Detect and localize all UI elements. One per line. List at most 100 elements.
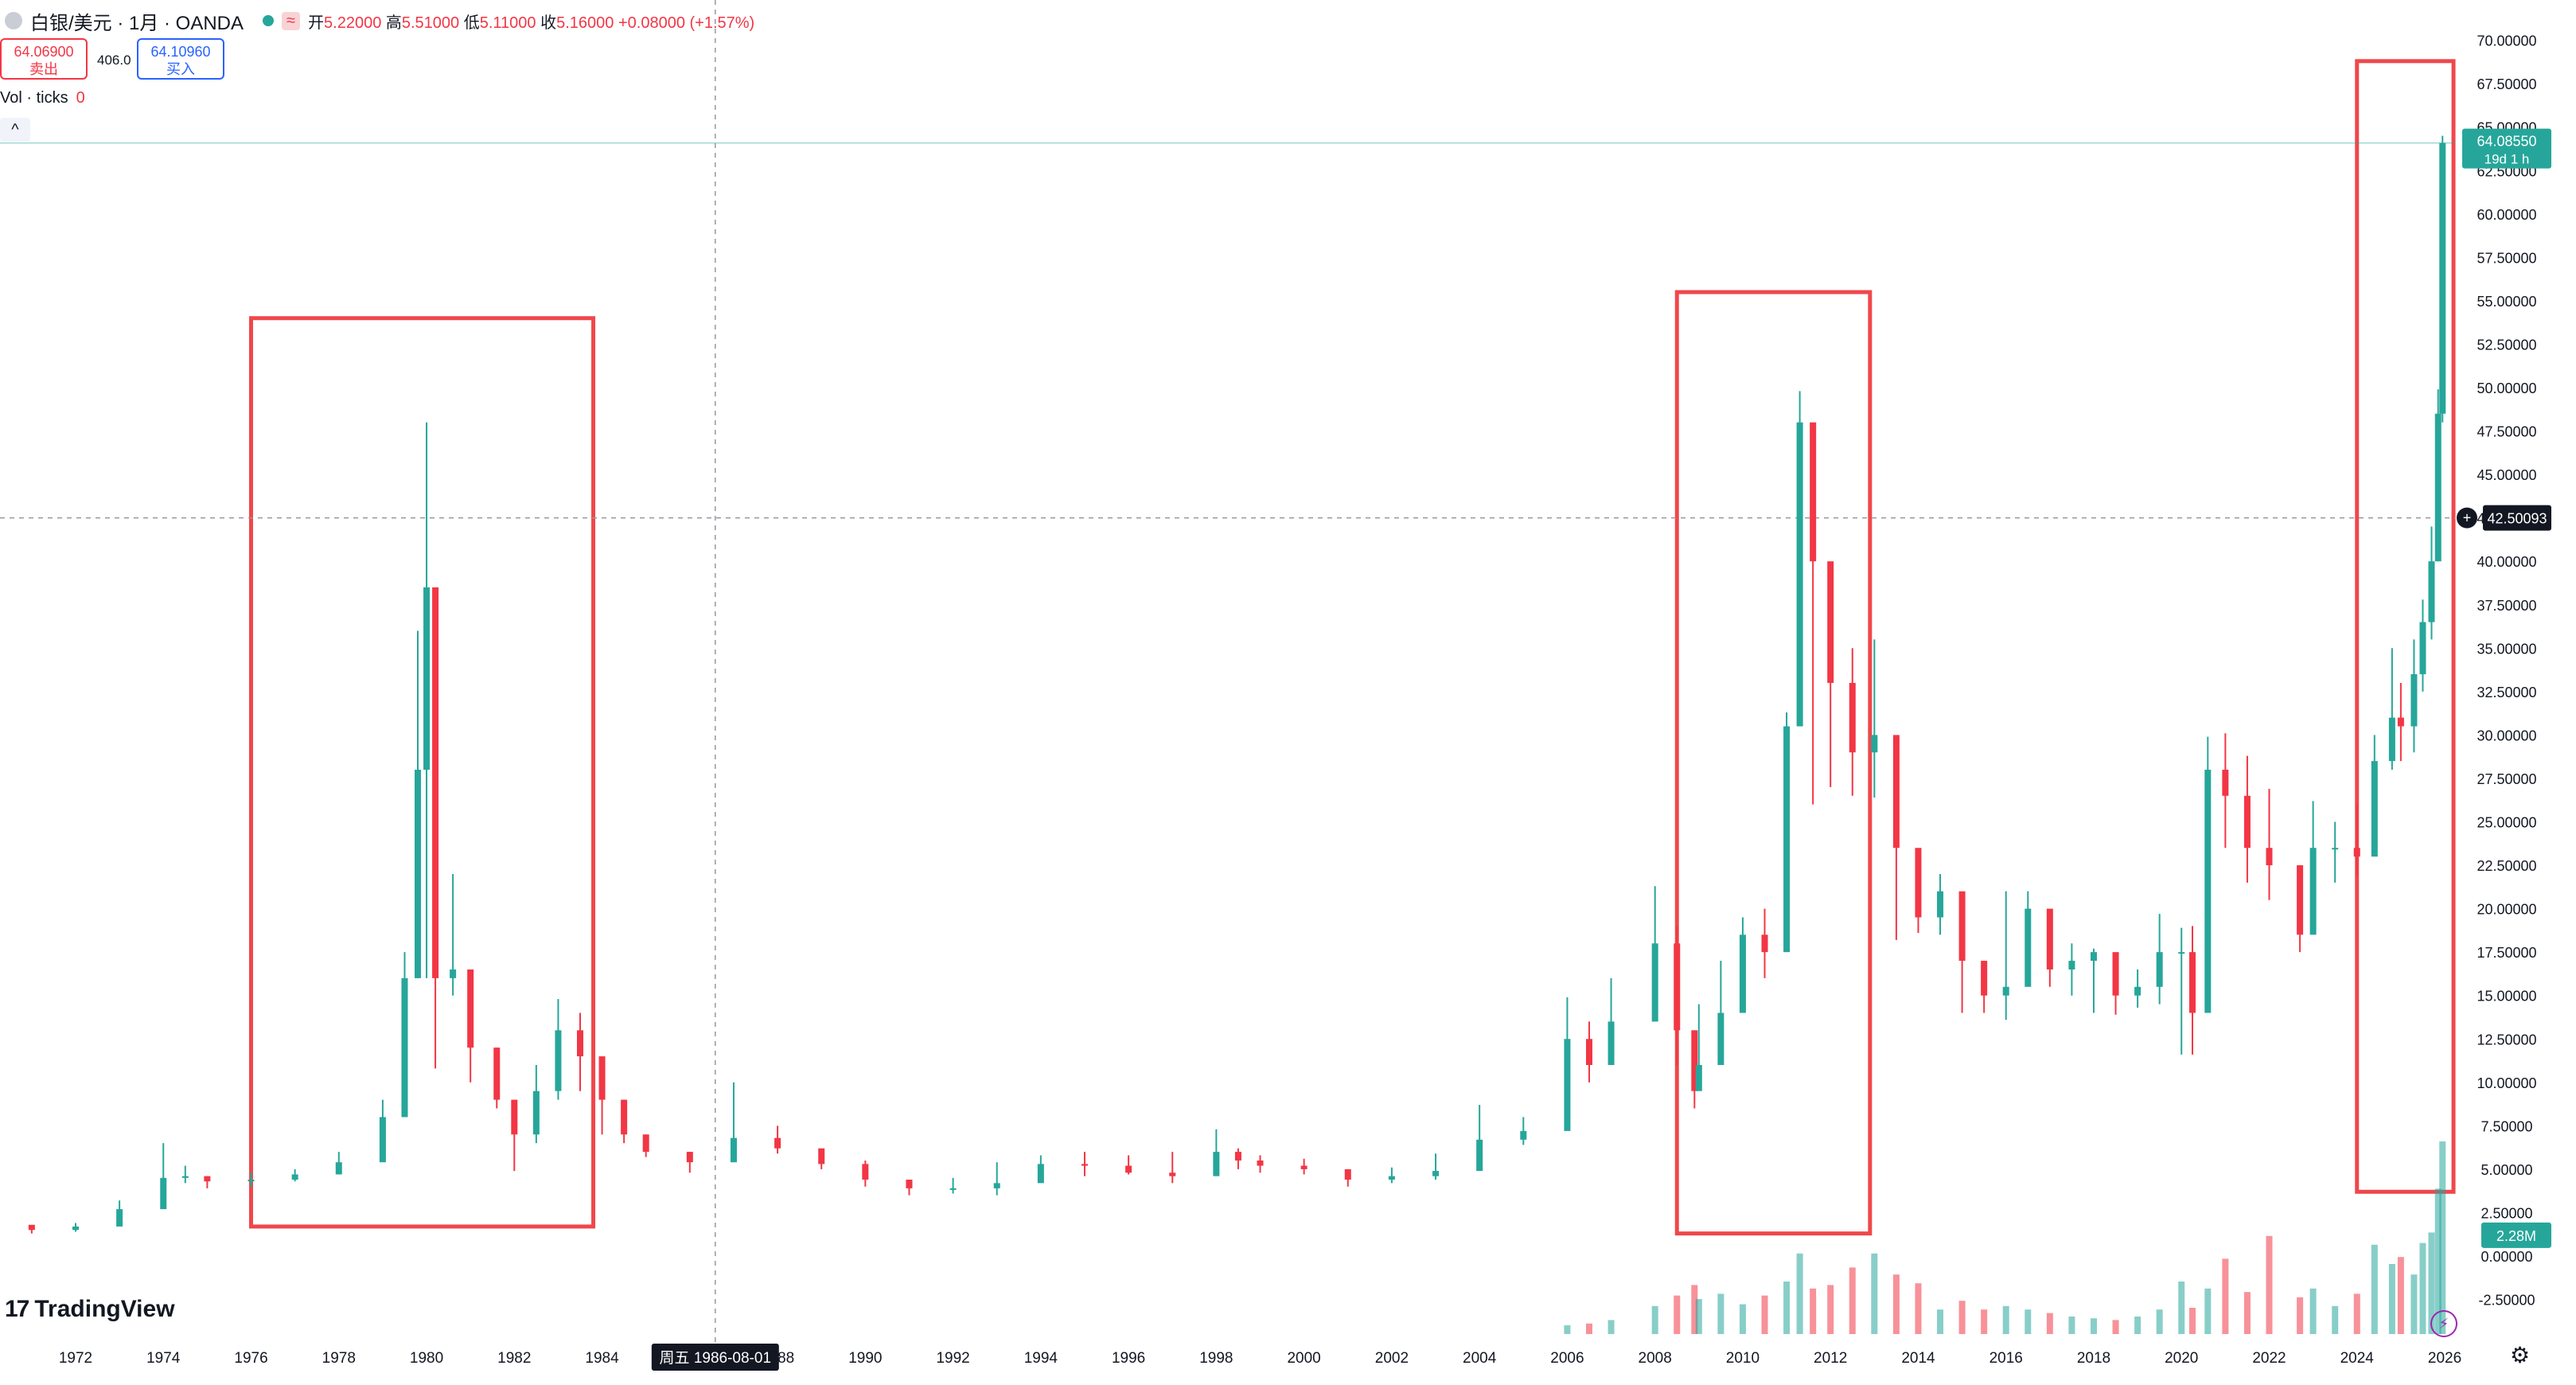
collapse-legend-button[interactable]: ^ xyxy=(0,118,30,142)
candle-body xyxy=(493,1048,501,1100)
candle-body xyxy=(1037,1164,1044,1184)
candle-body xyxy=(598,1056,606,1100)
time-tick-label: 1980 xyxy=(410,1350,443,1367)
price-tick-label: 50.00000 xyxy=(2477,380,2536,396)
volume-bar xyxy=(1717,1293,1724,1334)
volume-legend-label: Vol · ticks xyxy=(0,89,68,107)
candle-body xyxy=(1564,1039,1571,1131)
volume-tag-label: 2.28M xyxy=(2496,1228,2536,1244)
candle-body xyxy=(2156,952,2163,987)
time-tick-label: 2026 xyxy=(2428,1350,2461,1367)
low-value: 5.11000 xyxy=(479,14,536,32)
volume-bar xyxy=(2410,1274,2418,1334)
price-tick-label: 12.50000 xyxy=(2477,1032,2536,1048)
buy-button[interactable]: 64.10960 买入 xyxy=(137,38,224,80)
time-tick-label: 2006 xyxy=(1550,1350,1584,1367)
volume-bar xyxy=(2397,1257,2404,1334)
time-tick-label: 2004 xyxy=(1463,1350,1497,1367)
candle-body xyxy=(1608,1021,1615,1065)
change-value: +0.08000 (+1.57%) xyxy=(618,14,755,32)
volume-bar xyxy=(1739,1304,1746,1334)
volume-bar xyxy=(1810,1288,1817,1334)
close-value: 5.16000 xyxy=(556,14,614,32)
candle-body xyxy=(532,1090,540,1135)
price-tick-label: 5.00000 xyxy=(2481,1162,2532,1178)
buy-price: 64.10960 xyxy=(150,44,211,60)
price-tick-label: 27.50000 xyxy=(2477,771,2536,787)
volume-bar xyxy=(2371,1244,2378,1334)
candle-body xyxy=(1695,1064,1702,1091)
time-tick-label: 2000 xyxy=(1287,1350,1320,1367)
candle-body xyxy=(1674,943,1681,1031)
sell-label: 卖出 xyxy=(29,61,58,77)
candle-body xyxy=(2090,952,2097,962)
volume-bar xyxy=(1981,1309,1988,1334)
candle-body xyxy=(555,1030,562,1091)
candle-body xyxy=(2112,952,2119,996)
candle-body xyxy=(1783,726,1791,953)
sell-price: 64.06900 xyxy=(14,44,74,60)
candle-body xyxy=(1344,1168,1351,1180)
candle-body xyxy=(1169,1172,1176,1176)
wave-icon[interactable]: ≈ xyxy=(282,11,301,30)
highlight-boxes xyxy=(249,59,2456,1236)
candle-body xyxy=(1213,1152,1220,1176)
candle-body xyxy=(1871,735,1878,753)
candle-body xyxy=(1081,1164,1088,1166)
candle-body xyxy=(2243,795,2251,849)
volume-bar xyxy=(2204,1288,2212,1334)
time-tick-label: 1994 xyxy=(1024,1350,1058,1367)
time-tick-label: 1982 xyxy=(497,1350,531,1367)
candle-body xyxy=(450,969,457,978)
candle-body xyxy=(2388,717,2395,762)
candle-body xyxy=(906,1179,913,1188)
gear-icon[interactable]: ⚙ xyxy=(2510,1343,2531,1367)
sell-button[interactable]: 64.06900 卖出 xyxy=(0,38,88,80)
time-tick-label: 2002 xyxy=(1375,1350,1409,1367)
candle-body xyxy=(1691,1030,1698,1091)
candle-body xyxy=(2189,952,2196,1013)
time-tick-label: 1976 xyxy=(234,1350,267,1367)
candle-body xyxy=(204,1176,211,1182)
high-label: 高 xyxy=(385,14,402,32)
time-tick-label: 2010 xyxy=(1726,1350,1760,1367)
price-tick-label: 70.00000 xyxy=(2477,33,2536,49)
time-tick-label: 2008 xyxy=(1639,1350,1672,1367)
volume-bar xyxy=(1937,1309,1944,1334)
price-tick-label: 7.50000 xyxy=(2481,1118,2532,1134)
price-tick-label: 60.00000 xyxy=(2477,207,2536,223)
candle-body xyxy=(2434,413,2442,562)
volume-bar xyxy=(1827,1285,1834,1334)
candle-body xyxy=(1257,1160,1264,1166)
volume-bars xyxy=(1564,1141,2446,1334)
price-tick-label: 0.00000 xyxy=(2481,1249,2532,1265)
time-tick-label: 1992 xyxy=(936,1350,969,1367)
price-tick-label: 22.50000 xyxy=(2477,858,2536,874)
volume-legend[interactable]: Vol · ticks 0 xyxy=(0,89,85,107)
candle-body xyxy=(862,1164,869,1180)
volume-bar xyxy=(2134,1317,2141,1334)
volume-bar xyxy=(1796,1253,1803,1334)
candle-body xyxy=(2410,674,2418,727)
crosshair xyxy=(0,0,2455,1353)
candle-body xyxy=(1761,934,1768,953)
tradingview-logo[interactable]: 17 TradingView xyxy=(5,1296,175,1323)
lightning-icon[interactable]: ⚡ xyxy=(2430,1310,2457,1337)
candle-body xyxy=(2068,961,2075,970)
time-tick-label: 1974 xyxy=(146,1350,181,1367)
candle-body xyxy=(1892,735,1900,849)
price-tick-label: 52.50000 xyxy=(2477,337,2536,353)
candle-body xyxy=(818,1148,825,1165)
plus-icon: + xyxy=(2463,510,2472,526)
candle-body xyxy=(2204,770,2212,1013)
candle-body xyxy=(401,977,408,1118)
volume-bar xyxy=(2002,1305,2009,1334)
volume-tag xyxy=(2481,1222,2551,1248)
volume-bar xyxy=(1674,1295,1681,1334)
volume-bar xyxy=(1564,1325,1571,1334)
candle-body xyxy=(1125,1165,1132,1173)
candle-body xyxy=(686,1152,693,1163)
spread-value: 406.0 xyxy=(97,53,131,68)
symbol-title[interactable]: 白银/美元 · 1月 · OANDA xyxy=(30,12,244,34)
